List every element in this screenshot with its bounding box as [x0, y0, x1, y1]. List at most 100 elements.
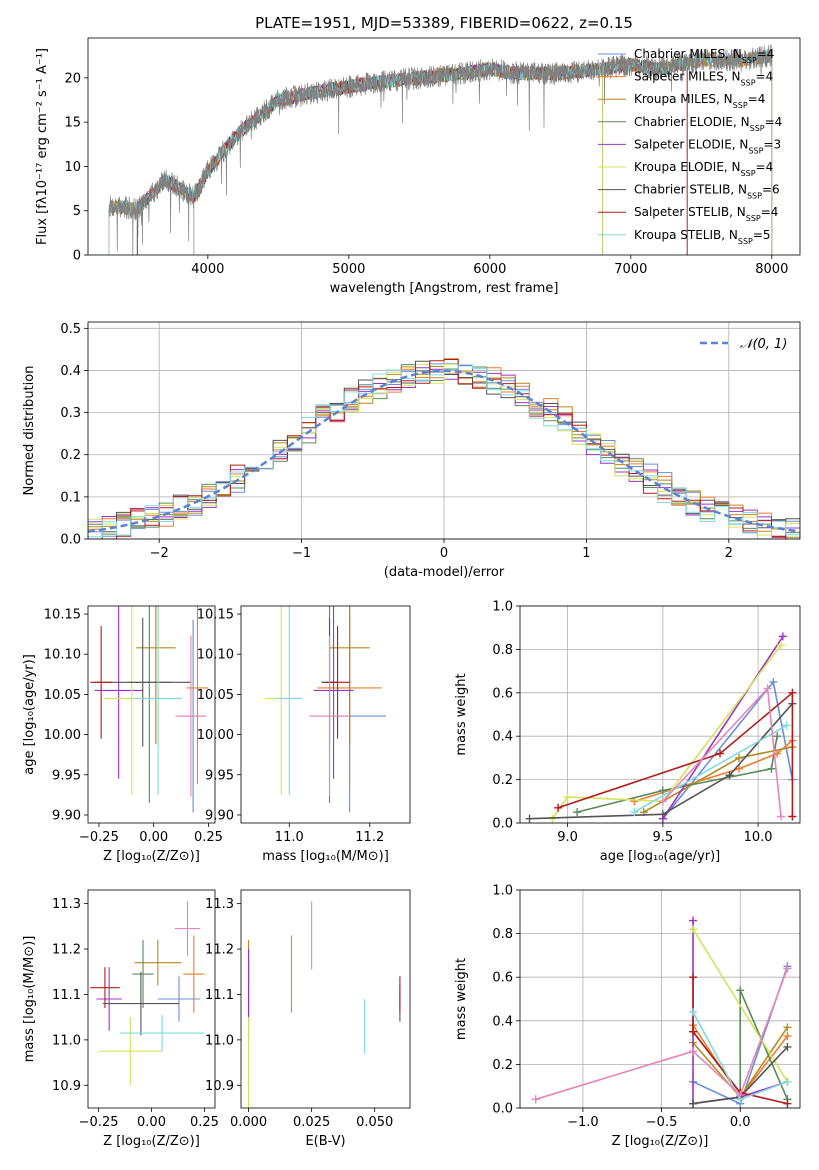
legend-tail: =6	[762, 183, 780, 197]
x-tick-label: 0.25	[190, 1115, 219, 1130]
y-tick-label: 9.90	[52, 808, 81, 823]
y-tick-label: 0.0	[60, 533, 81, 548]
data-point-marker	[689, 1027, 698, 1036]
y-tick-label: 0.8	[492, 643, 513, 658]
y-tick-label: 10.15	[44, 608, 81, 623]
y-tick-label: 0.4	[492, 1014, 513, 1029]
y-tick-label: 0.3	[60, 406, 81, 421]
legend-label: Chabrier STELIB, NSSP=6	[634, 183, 780, 201]
data-point-marker	[783, 1099, 792, 1108]
y-tick-label: 9.95	[52, 768, 81, 783]
y-tick-label: 9.90	[205, 808, 234, 823]
y-tick-label: 20	[64, 71, 81, 86]
legend-label: Kroupa STELIB, NSSP=5	[634, 228, 771, 246]
axes-frame	[240, 605, 411, 824]
x-tick-label: 0.00	[137, 1115, 166, 1130]
legend-label: 𝒩(0, 1)	[740, 337, 787, 352]
x-tick-label: 2	[725, 546, 733, 561]
axes-frame	[519, 605, 801, 824]
y-tick-label: 10.9	[52, 1079, 81, 1094]
y-tick-label: 11.3	[205, 897, 234, 912]
series-line	[692, 928, 789, 1083]
x-tick-label: 7000	[614, 262, 647, 277]
data-point-marker	[788, 688, 797, 697]
data-point-marker	[788, 812, 797, 821]
x-axis-label: wavelength [Angstrom, rest frame]	[330, 281, 559, 296]
legend-label: Kroupa ELODIE, NSSP=4	[634, 160, 773, 178]
y-tick-label: 0.8	[492, 927, 513, 942]
legend-subscript: SSP	[741, 169, 756, 178]
legend-tail: =4	[756, 70, 774, 84]
x-tick-label: 11.2	[355, 830, 384, 845]
plot-area	[88, 358, 800, 539]
y-tick-label: 0.2	[492, 1058, 513, 1073]
y-axis-label: mass weight	[454, 673, 469, 755]
legend-label: Salpeter MILES, NSSP=4	[634, 70, 773, 88]
y-tick-label: 11.1	[52, 988, 81, 1003]
legend: 𝒩(0, 1)	[700, 337, 787, 352]
x-tick-label: −0.25	[79, 1115, 119, 1130]
y-tick-label: 0.6	[492, 971, 513, 986]
plot-area	[265, 606, 386, 813]
legend-label: Salpeter STELIB, NSSP=4	[634, 205, 778, 223]
legend-subscript: SSP	[746, 214, 761, 223]
data-point-marker	[689, 973, 698, 982]
y-tick-label: 0.1	[60, 490, 81, 505]
data-point-marker	[689, 1099, 698, 1108]
series-line	[193, 62, 603, 255]
legend-tail: =3	[763, 137, 781, 151]
x-tick-label: 0	[440, 546, 448, 561]
data-point-marker	[725, 771, 734, 780]
legend-subscript: SSP	[748, 146, 763, 155]
legend-tail: =5	[753, 228, 771, 242]
chart-weight-vs-age: 9.0 9.5 10.0 0.0 0.2 0.4 0.6 0.8 1.0 age [log₁₀(a…	[454, 600, 801, 864]
chart-weight-vs-Z: −1.0 −0.5 0.0 0.0 0.2 0.4 0.6 0.8 1.0 Z [log₁₀(Z/…	[454, 884, 801, 1149]
y-tick-label: 5	[73, 204, 81, 219]
plot-area	[531, 916, 792, 1108]
y-tick-label: 11.2	[52, 943, 81, 958]
axes-frame	[240, 889, 411, 1109]
y-tick-label: 10.05	[44, 688, 81, 703]
x-axis-label: E(B-V)	[305, 1134, 345, 1149]
x-tick-label: 10.0	[744, 830, 773, 845]
legend-subscript: SSP	[742, 56, 757, 65]
data-point-marker	[531, 1095, 540, 1104]
data-point-marker	[689, 1047, 698, 1056]
x-tick-label: 4000	[191, 262, 224, 277]
chart-spectrum: 4000 5000 6000 7000 8000 0 5 10 15 20 wavelength […	[35, 14, 801, 296]
axes-frame	[519, 889, 801, 1109]
data-point-marker	[554, 803, 563, 812]
x-tick-label: −1.0	[567, 1115, 599, 1130]
y-tick-label: 11.1	[205, 988, 234, 1003]
y-axis-label: Flux [fλ10⁻¹⁷ erg cm⁻² s⁻¹ A⁻¹]	[35, 48, 50, 245]
y-tick-label: 0.6	[492, 686, 513, 701]
y-tick-label: 11.3	[52, 897, 81, 912]
x-tick-label: 5000	[332, 262, 365, 277]
data-point-marker	[736, 1090, 745, 1099]
legend-label: Chabrier ELODIE, NSSP=4	[634, 115, 782, 133]
x-tick-label: −0.25	[79, 830, 119, 845]
axes-frame	[87, 37, 801, 256]
y-tick-label: 10.00	[44, 728, 81, 743]
data-point-marker	[763, 684, 772, 693]
x-axis-label: age [log₁₀(age/yr)]	[600, 849, 721, 864]
series-line	[535, 968, 789, 1101]
chart-age-vs-mass: 11.0 11.2 9.90 9.95 10.00 10.05 10.10 10.15 mass…	[197, 605, 411, 864]
y-tick-label: 1.0	[492, 884, 513, 899]
chart-mass-vs-ebv: 0.000 0.025 0.050 10.9 11.0 11.1 11.2 11.3 E(B-V…	[205, 889, 411, 1149]
data-point-marker	[778, 632, 787, 641]
data-point-marker	[773, 732, 782, 741]
axes-frame	[87, 605, 216, 824]
x-tick-label: 9.5	[653, 830, 674, 845]
series-line	[633, 724, 788, 813]
chart-age-vs-Z: −0.25 0.00 0.25 9.90 9.95 10.00 10.05 10.10 10.1…	[22, 605, 223, 864]
x-tick-label: −0.5	[646, 1115, 678, 1130]
data-point-marker	[630, 797, 639, 806]
axes-frame	[87, 889, 216, 1109]
data-point-marker	[658, 797, 667, 806]
data-point-marker	[689, 925, 698, 934]
data-point-marker	[525, 814, 534, 823]
data-point-marker	[658, 810, 667, 819]
series-line	[692, 977, 788, 1105]
